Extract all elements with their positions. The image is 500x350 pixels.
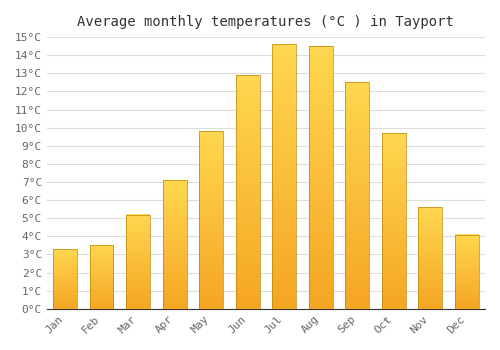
Bar [272,44,296,309]
Bar [236,75,260,309]
Bar [418,207,442,309]
Bar [54,249,77,309]
Title: Average monthly temperatures (°C ) in Tayport: Average monthly temperatures (°C ) in Ta… [78,15,454,29]
Bar [126,215,150,309]
Bar [455,234,478,309]
Bar [200,131,223,309]
Bar [346,82,369,309]
Bar [309,46,332,309]
Bar [382,133,406,309]
Bar [90,245,114,309]
Bar [163,180,186,309]
